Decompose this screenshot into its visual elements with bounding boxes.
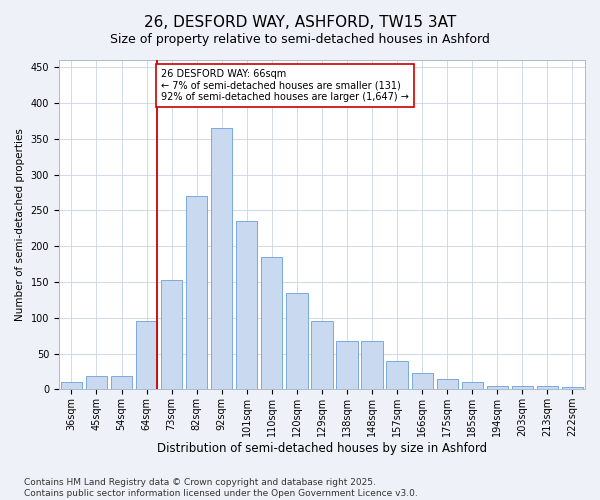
Bar bbox=[487, 386, 508, 390]
Text: Contains HM Land Registry data © Crown copyright and database right 2025.
Contai: Contains HM Land Registry data © Crown c… bbox=[24, 478, 418, 498]
Bar bbox=[337, 342, 358, 390]
Bar bbox=[361, 342, 383, 390]
Bar bbox=[311, 322, 332, 390]
Bar bbox=[186, 196, 208, 390]
Bar bbox=[412, 373, 433, 390]
Bar bbox=[161, 280, 182, 390]
Bar bbox=[286, 292, 308, 390]
Bar bbox=[512, 386, 533, 390]
Bar bbox=[136, 322, 157, 390]
Text: Size of property relative to semi-detached houses in Ashford: Size of property relative to semi-detach… bbox=[110, 32, 490, 46]
Text: 26, DESFORD WAY, ASHFORD, TW15 3AT: 26, DESFORD WAY, ASHFORD, TW15 3AT bbox=[144, 15, 456, 30]
Bar bbox=[461, 382, 483, 390]
Bar bbox=[562, 387, 583, 390]
Bar bbox=[261, 257, 283, 390]
X-axis label: Distribution of semi-detached houses by size in Ashford: Distribution of semi-detached houses by … bbox=[157, 442, 487, 455]
Bar bbox=[211, 128, 232, 390]
Bar bbox=[386, 360, 408, 390]
Bar bbox=[86, 376, 107, 390]
Y-axis label: Number of semi-detached properties: Number of semi-detached properties bbox=[15, 128, 25, 321]
Bar bbox=[236, 221, 257, 390]
Bar bbox=[61, 382, 82, 390]
Bar bbox=[437, 378, 458, 390]
Text: 26 DESFORD WAY: 66sqm
← 7% of semi-detached houses are smaller (131)
92% of semi: 26 DESFORD WAY: 66sqm ← 7% of semi-detac… bbox=[161, 68, 409, 102]
Bar bbox=[537, 386, 558, 390]
Bar bbox=[111, 376, 132, 390]
